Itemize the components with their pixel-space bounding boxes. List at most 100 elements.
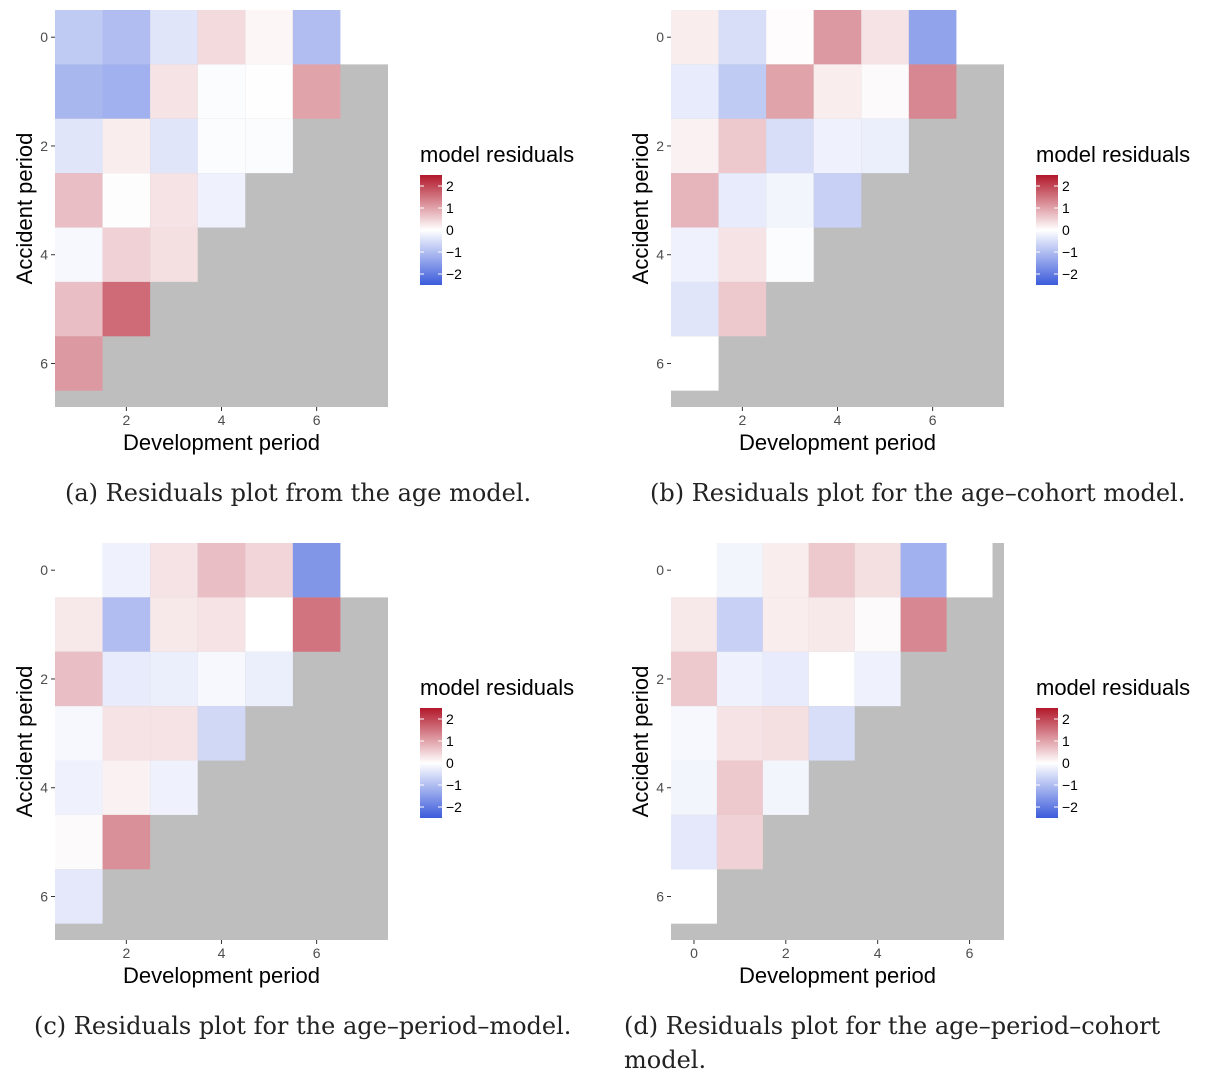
heatmap-cell [245,118,293,174]
residuals-heatmap-b: 2 4 6 0 2 4 6 Development period Accident period… [628,10,1190,455]
heatmap-cell [55,118,103,174]
heatmap-cell [55,869,103,924]
heatmap-cell [671,706,717,761]
heatmap-cell [908,10,957,65]
heatmap-cell [854,543,901,598]
heatmap-cell [55,651,103,707]
heatmap-cell [716,760,763,815]
heatmap-cell [718,173,767,228]
legend-colorbar [420,175,442,285]
heatmap-cell [671,336,719,391]
legend-title: model residuals [1036,142,1190,167]
heatmap-cell [245,597,293,652]
heatmap-cell [813,10,862,65]
heatmap-cell [671,227,719,282]
y-tick-label: 0 [656,562,664,578]
x-tick-label: 4 [834,412,842,428]
heatmap-cell [766,10,814,65]
heatmap-cell [766,118,814,174]
heatmap-cell [245,10,293,65]
heatmap-cell [150,10,198,65]
heatmap-cell [150,173,198,228]
heatmap-cell [340,543,388,598]
heatmap-cell [716,706,763,761]
heatmap-cell [854,651,901,707]
y-tick-label: 4 [40,780,48,796]
x-tick-label: 0 [690,945,698,961]
heatmap-cell [197,706,246,761]
legend-tick-label: −2 [1062,266,1078,282]
legend-tick-label: 2 [446,711,454,727]
x-axis-title: Development period [123,963,320,988]
y-tick-label: 2 [656,671,664,687]
heatmap-cell [718,227,767,282]
heatmap-cell [197,64,246,119]
heatmap-cell [102,227,151,282]
heatmap-cell [197,10,246,65]
legend-title: model residuals [420,675,574,700]
legend-tick-label: 0 [446,222,454,238]
heatmap-cell [671,543,717,598]
y-tick-label: 2 [656,138,664,154]
heatmap-cell [150,760,198,815]
heatmap-cell [762,651,809,707]
x-tick-label: 2 [738,412,746,428]
heatmap-cell [671,651,717,707]
x-axis-title: Development period [123,430,320,455]
heatmap-cell [854,597,901,652]
heatmap-cell [292,597,341,652]
heatmap-cell [671,597,717,652]
y-tick-label: 6 [656,355,664,371]
x-tick-label: 4 [874,945,882,961]
heatmap-cell [197,118,246,174]
y-tick-label: 6 [40,355,48,371]
x-tick-label: 6 [313,945,321,961]
y-axis-title: Accident period [628,666,653,818]
heatmap-cell [55,706,103,761]
heatmap-cell [55,227,103,282]
heatmap-cell [197,597,246,652]
y-axis-title: Accident period [12,666,37,818]
heatmap-cell [671,173,719,228]
heatmap-cell [813,173,862,228]
heatmap-cell [197,651,246,707]
y-tick-label: 0 [656,29,664,45]
y-tick-label: 2 [40,138,48,154]
heatmap-cell [55,64,103,119]
heatmap-cell [197,173,246,228]
heatmap-cell [55,543,103,598]
legend-tick-label: 1 [1062,200,1070,216]
heatmap-cell [102,706,151,761]
y-tick-label: 0 [40,29,48,45]
x-tick-label: 2 [122,412,130,428]
legend-tick-label: −1 [1062,777,1078,793]
heatmap-cell [766,64,814,119]
y-tick-label: 6 [656,888,664,904]
y-axis-title: Accident period [628,133,653,285]
heatmap-cell [908,64,957,119]
heatmap-cell [197,543,246,598]
y-tick-label: 2 [40,671,48,687]
heatmap-cell [808,543,855,598]
residuals-heatmap-a: 2 4 6 0 2 4 6 Development period Accident period… [12,10,574,455]
heatmap-cell [671,10,719,65]
legend-tick-label: −1 [1062,244,1078,260]
heatmap-cell [716,651,763,707]
heatmap-cell [671,281,719,337]
caption-c: (c) Residuals plot for the age–period–mo… [34,1012,572,1040]
residuals-heatmap-d: 0 2 4 6 0 2 4 6 Development period Accident perio… [628,543,1190,988]
heatmap-cell [292,543,341,598]
heatmap-cell [671,118,719,174]
heatmap-cell [900,597,947,652]
panel-a: 2 4 6 0 2 4 6 Development period Accident period… [0,0,600,530]
heatmap-cell [762,543,809,598]
heatmap-cell [150,597,198,652]
y-tick-label: 0 [40,562,48,578]
heatmap-cell [102,10,151,65]
x-tick-label: 4 [218,412,226,428]
heatmap-cell [150,227,198,282]
heatmap-cell [762,706,809,761]
x-tick-label: 6 [966,945,974,961]
y-tick-label: 4 [40,247,48,263]
legend-tick-label: −1 [446,244,462,260]
